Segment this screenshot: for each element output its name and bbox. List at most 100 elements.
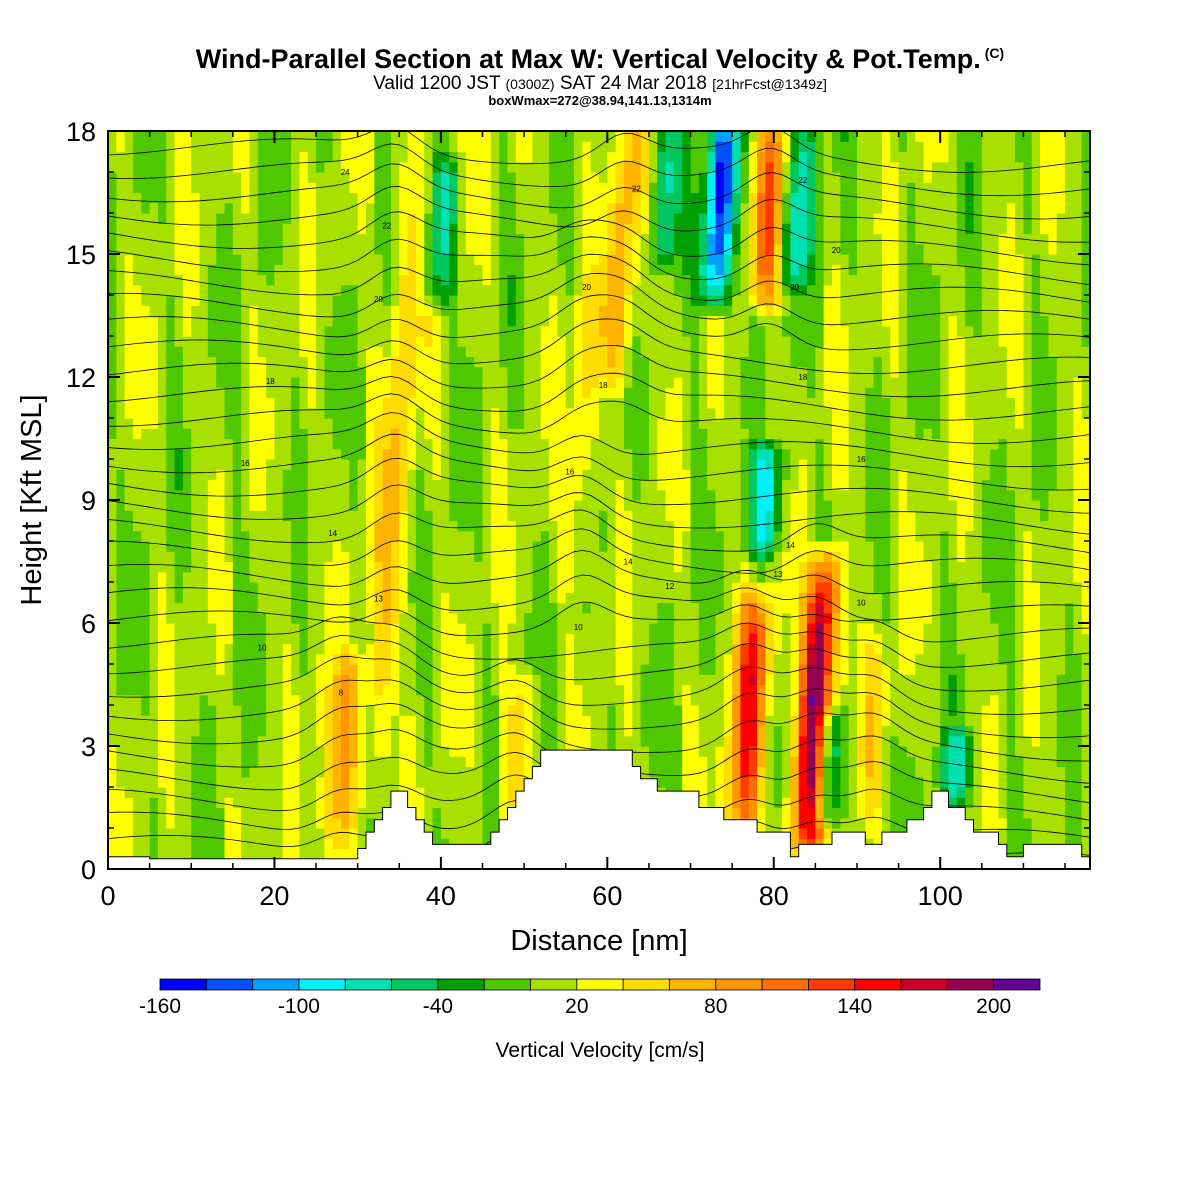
velocity-cell: [199, 530, 209, 542]
velocity-cell: [449, 356, 459, 368]
velocity-cell: [657, 479, 667, 491]
velocity-cell: [149, 366, 159, 378]
velocity-cell: [157, 407, 167, 419]
velocity-cell: [390, 264, 400, 276]
velocity-cell: [182, 295, 192, 306]
velocity-cell: [474, 223, 484, 235]
velocity-cell: [241, 776, 251, 788]
velocity-cell: [574, 684, 583, 696]
velocity-cell: [465, 346, 475, 358]
velocity-cell: [282, 243, 292, 255]
velocity-cell: [241, 192, 251, 204]
velocity-cell: [582, 213, 592, 224]
velocity-cell: [415, 766, 425, 778]
velocity-cell: [623, 469, 633, 481]
velocity-cell: [415, 223, 425, 235]
velocity-cell: [108, 325, 117, 337]
velocity-cell: [232, 377, 242, 388]
velocity-cell: [108, 653, 117, 665]
velocity-cell: [399, 356, 409, 368]
velocity-cell: [574, 510, 583, 522]
velocity-cell: [108, 469, 117, 481]
velocity-cell: [116, 387, 126, 399]
velocity-cell: [207, 715, 217, 727]
velocity-cell: [615, 735, 625, 747]
velocity-cell: [623, 684, 633, 696]
velocity-cell: [365, 141, 375, 153]
velocity-cell: [266, 346, 276, 358]
velocity-cell: [424, 161, 434, 173]
velocity-cell: [532, 161, 542, 173]
velocity-cell: [648, 530, 658, 542]
velocity-cell: [116, 571, 126, 583]
copyright-mark: (C): [984, 45, 1005, 61]
velocity-cell: [141, 643, 151, 655]
velocity-cell: [132, 643, 142, 655]
velocity-cell: [507, 735, 517, 747]
velocity-cell: [424, 336, 434, 347]
velocity-cell: [499, 479, 509, 491]
velocity-cell: [241, 797, 251, 809]
velocity-cell: [474, 295, 484, 306]
velocity-cell: [415, 510, 425, 522]
velocity-cell: [440, 213, 450, 224]
velocity-cell: [266, 377, 276, 388]
velocity-cell: [174, 274, 184, 286]
velocity-cell: [465, 725, 475, 737]
velocity-cell: [299, 387, 309, 399]
velocity-cell: [116, 551, 126, 563]
velocity-cell: [474, 612, 484, 624]
velocity-cell: [648, 438, 658, 450]
velocity-cell: [432, 674, 442, 686]
velocity-cell: [615, 305, 625, 317]
velocity-cell: [640, 469, 650, 481]
velocity-cell: [490, 459, 500, 470]
velocity-cell: [524, 387, 534, 399]
velocity-cell: [582, 459, 592, 470]
velocity-cell: [199, 684, 209, 696]
velocity-cell: [599, 653, 608, 665]
velocity-cell: [157, 459, 167, 470]
velocity-cell: [607, 612, 617, 624]
velocity-cell: [216, 561, 226, 573]
velocity-cell: [132, 233, 142, 245]
velocity-cell: [241, 284, 251, 296]
velocity-cell: [124, 131, 134, 142]
velocity-cell: [266, 489, 276, 501]
velocity-cell: [615, 213, 625, 224]
velocity-cell: [282, 612, 292, 624]
velocity-cell: [216, 776, 226, 788]
velocity-cell: [249, 684, 259, 696]
velocity-cell: [349, 274, 359, 286]
velocity-cell: [457, 776, 467, 788]
velocity-cell: [474, 797, 484, 809]
velocity-cell: [149, 643, 159, 655]
velocity-cell: [490, 633, 500, 645]
velocity-cell: [299, 551, 309, 563]
velocity-cell: [357, 264, 367, 276]
velocity-cell: [224, 612, 234, 624]
velocity-cell: [657, 448, 667, 460]
velocity-cell: [291, 233, 301, 245]
velocity-cell: [615, 715, 625, 727]
velocity-cell: [324, 161, 334, 173]
velocity-cell: [116, 776, 126, 788]
velocity-cell: [382, 612, 392, 624]
velocity-cell: [332, 541, 342, 552]
velocity-cell: [540, 202, 550, 214]
velocity-cell: [116, 787, 126, 798]
velocity-cell: [365, 602, 375, 614]
velocity-cell: [124, 746, 134, 757]
velocity-cell: [141, 346, 151, 358]
velocity-cell: [540, 387, 550, 399]
velocity-cell: [108, 151, 117, 163]
velocity-cell: [432, 643, 442, 655]
velocity-cell: [432, 582, 442, 593]
velocity-cell: [465, 602, 475, 614]
velocity-cell: [116, 592, 126, 604]
velocity-cell: [507, 131, 517, 142]
velocity-cell: [349, 766, 359, 778]
velocity-cell: [490, 735, 500, 747]
velocity-cell: [648, 418, 658, 429]
velocity-cell: [474, 172, 484, 183]
